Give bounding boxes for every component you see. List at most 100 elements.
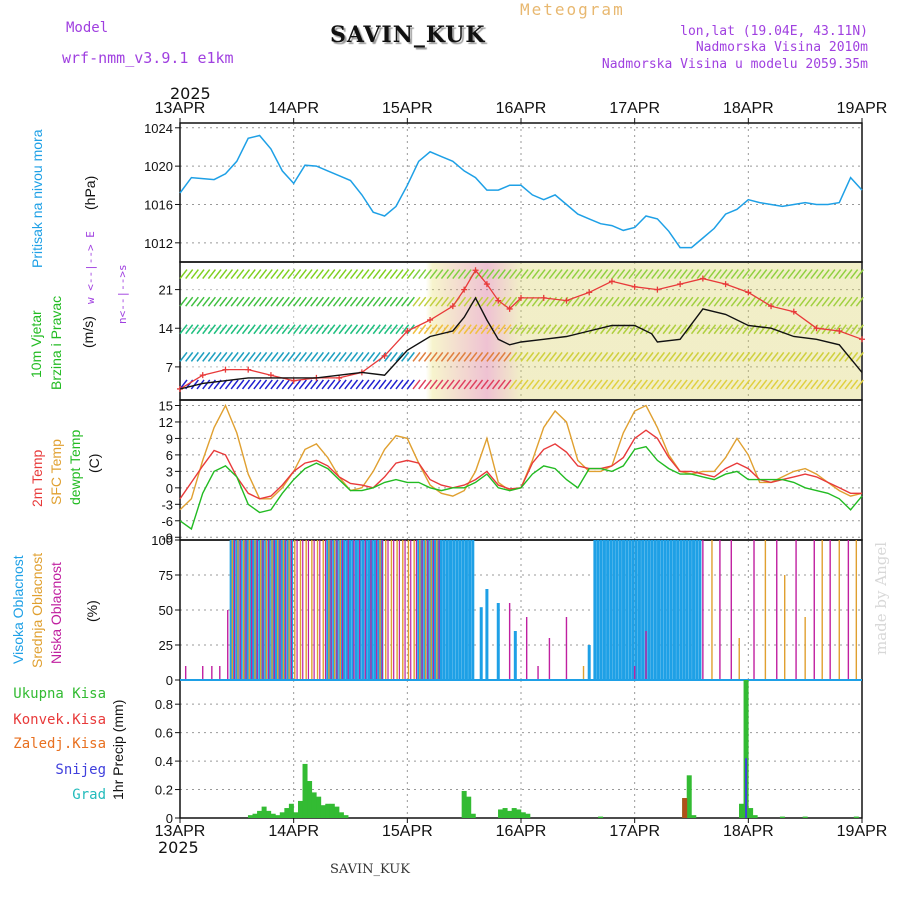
- wind-barb-4-99: [742, 269, 751, 280]
- wind-barb-0-66: [554, 379, 563, 390]
- cloud-bar-188: [821, 540, 823, 680]
- wind-barb-3-3: [196, 296, 205, 307]
- cloud-bar-177: [711, 540, 713, 680]
- wind-gust-marker-4: [267, 372, 274, 379]
- wind-barb-3-76: [611, 296, 620, 307]
- cloud-bar-170: [548, 638, 551, 680]
- wind-barb-3-28: [338, 296, 347, 307]
- wind-barb-3-30: [349, 296, 359, 307]
- cloud-bar-90: [231, 540, 233, 680]
- wind-barb-3-17: [276, 296, 285, 307]
- wind-barb-3-75: [605, 296, 614, 307]
- wind-barb-1-105: [776, 351, 785, 362]
- cloud-bar-31: [361, 540, 365, 680]
- wind-barb-4-93: [707, 269, 717, 280]
- wind-barb-4-9: [230, 269, 239, 280]
- wind-barb-4-34: [372, 269, 381, 280]
- wind-barb-3-19: [287, 296, 296, 307]
- cloud-bar-136: [319, 540, 321, 680]
- wind-barb-2-54: [486, 324, 495, 335]
- wind-barb-3-85: [662, 296, 671, 307]
- cloud-bar-108: [333, 540, 336, 680]
- wind-barb-1-19: [287, 351, 296, 362]
- wind-barb-2-97: [730, 324, 739, 335]
- precip-bar-2: [257, 810, 263, 818]
- wind-barb-2-50: [463, 324, 472, 335]
- wind-barb-4-78: [622, 269, 631, 280]
- xtick-top-1: 14APR: [268, 100, 319, 117]
- cloud-bar-87: [692, 540, 696, 680]
- wind-gust-marker-1: [199, 372, 206, 379]
- wind-barb-1-104: [770, 351, 779, 362]
- wind-barb-4-40: [406, 269, 415, 280]
- wind-barb-4-64: [543, 269, 552, 280]
- legend-graupel: Grad: [72, 787, 106, 803]
- wind-barb-4-7: [219, 269, 228, 280]
- wind-barb-3-42: [418, 296, 427, 307]
- cloud-bar-146: [376, 540, 378, 680]
- wind-barb-2-102: [759, 324, 768, 335]
- wind-barb-2-9: [230, 324, 239, 335]
- precip-bar-29: [516, 809, 522, 818]
- precip-bar-36: [739, 803, 745, 818]
- wind-barb-4-36: [384, 269, 393, 280]
- cloud-bar-6: [248, 540, 252, 680]
- cloud-bar-110: [379, 540, 381, 680]
- wind-barb-3-40: [406, 296, 415, 307]
- wind-barb-2-78: [622, 324, 631, 335]
- cloud-bar-34: [370, 540, 374, 680]
- cloud-bar-187: [813, 540, 815, 680]
- wind-barb-4-1: [185, 269, 194, 280]
- wind-barb-0-9: [230, 379, 239, 390]
- wind-barb-0-47: [446, 379, 455, 390]
- wind-barb-2-3: [196, 324, 205, 335]
- precip-bar-41: [802, 816, 808, 818]
- wind-barb-1-76: [611, 351, 620, 362]
- wind-barb-2-69: [571, 324, 580, 335]
- wind-barb-1-72: [588, 351, 597, 362]
- wind-barb-0-95: [719, 379, 728, 390]
- precip-bar-10: [293, 812, 299, 818]
- wind-barb-2-103: [764, 324, 773, 335]
- ytick-label-4-0: 0: [166, 811, 173, 826]
- year-top: 2025: [170, 84, 211, 103]
- wind-barb-3-103: [764, 296, 773, 307]
- ytick-label-4-3: 0.6: [155, 726, 173, 741]
- cloud-bar-167: [513, 631, 517, 680]
- ytick-label-0-1: 1016: [144, 197, 173, 212]
- wind-barb-1-18: [281, 351, 290, 362]
- ytick-label-2-2: -3: [161, 497, 173, 512]
- wind-barb-1-48: [452, 351, 461, 362]
- wind-barb-2-66: [554, 324, 563, 335]
- wind-barb-3-35: [378, 296, 387, 307]
- wind-barb-0-88: [679, 379, 688, 390]
- wind-barb-4-28: [338, 269, 347, 280]
- cloud-bar-184: [784, 575, 786, 680]
- wind-barb-3-100: [747, 296, 756, 307]
- wind-barb-0-67: [560, 379, 569, 390]
- wind-barb-3-61: [526, 296, 535, 307]
- wind-barb-1-110: [804, 351, 813, 362]
- wind-barb-3-118: [850, 296, 859, 307]
- wind-barb-4-69: [571, 269, 580, 280]
- wind-barb-2-76: [611, 324, 620, 335]
- wind-barb-4-68: [565, 269, 575, 280]
- cloud-bar-49: [452, 540, 456, 680]
- wind-barb-0-74: [599, 379, 609, 390]
- precip-bar-11: [297, 800, 303, 818]
- wind-barb-3-33: [366, 296, 376, 307]
- wind-barb-4-62: [531, 269, 540, 280]
- wind-barb-0-24: [315, 379, 324, 390]
- wind-gust-marker-15: [483, 281, 490, 288]
- wind-barb-0-91: [696, 379, 705, 390]
- wind-barb-1-87: [673, 351, 683, 362]
- wind-barb-1-6: [213, 351, 222, 362]
- wind-gust-marker-24: [654, 286, 661, 293]
- wind-barb-1-88: [679, 351, 688, 362]
- conv-precip-bar-0: [682, 798, 688, 818]
- wind-barb-1-27: [332, 351, 342, 362]
- xtick-top-2: 15APR: [382, 100, 433, 117]
- wind-barb-3-11: [241, 296, 251, 307]
- wind-barb-2-29: [344, 324, 353, 335]
- cloud-bar-149: [393, 540, 395, 680]
